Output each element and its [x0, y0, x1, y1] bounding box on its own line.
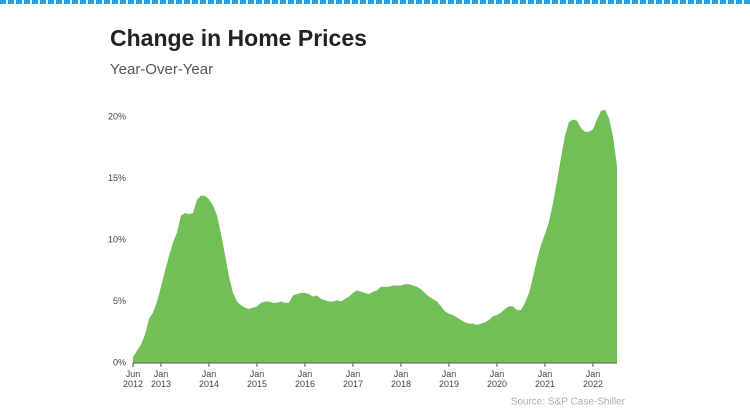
y-tick-label: 20%	[108, 111, 126, 121]
x-tick-label: Jan 2020	[486, 369, 508, 389]
chart-title: Change in Home Prices	[110, 25, 367, 51]
x-tick-label: Jan 2022	[582, 369, 604, 389]
y-tick-label: 0%	[113, 357, 126, 367]
x-tick-label: Jan 2013	[150, 369, 172, 389]
x-tick-label: Jan 2015	[246, 369, 268, 389]
x-tick-label: Jan 2018	[390, 369, 412, 389]
x-tick-label: Jan 2017	[342, 369, 364, 389]
y-tick-label: 5%	[113, 296, 126, 306]
x-tick-label: Jan 2019	[438, 369, 460, 389]
area	[133, 109, 617, 364]
x-tick-label: Jun 2012	[122, 369, 144, 389]
y-tick-label: 10%	[108, 234, 126, 244]
x-tick-label: Jan 2014	[198, 369, 220, 389]
source: Source: S&P Case-Shiller	[511, 397, 626, 408]
x-tick-label: Jan 2016	[294, 369, 316, 389]
x-tick-label: Jan 2021	[534, 369, 556, 389]
y-tick-label: 15%	[108, 173, 126, 183]
chart-subtitle: Year-Over-Year	[110, 61, 213, 78]
